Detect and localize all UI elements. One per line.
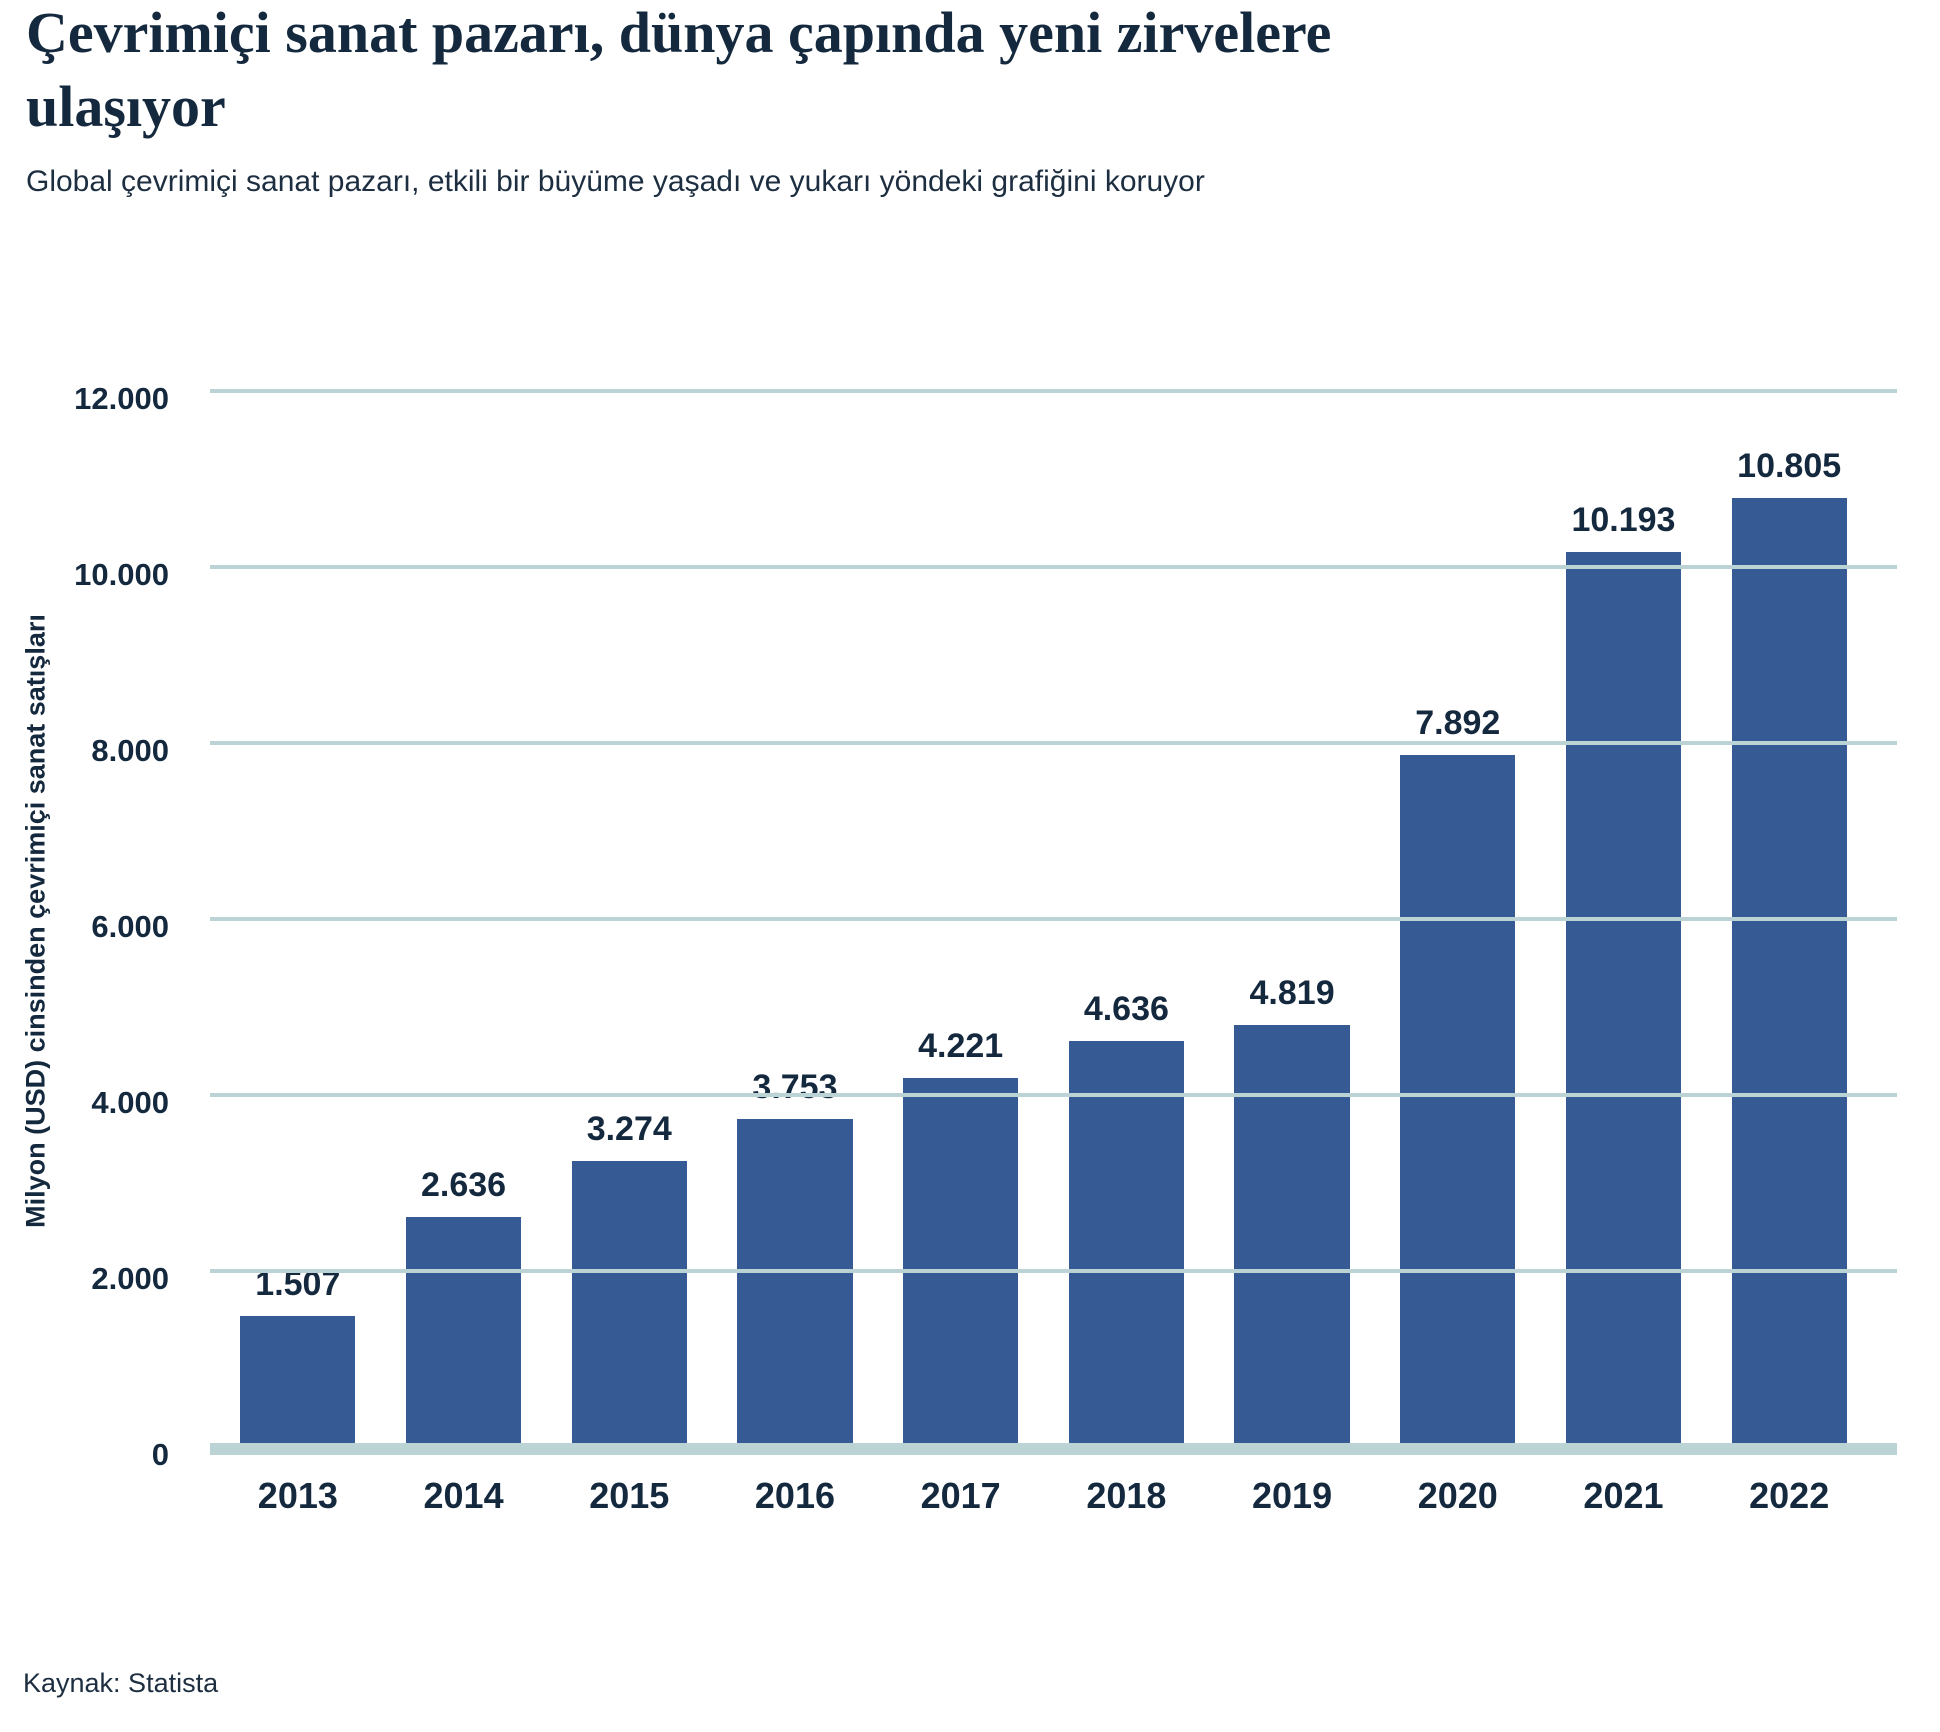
bar-slot-2018: 4.636 2018 bbox=[1044, 393, 1210, 1516]
y-tick-8.000: 8.000 bbox=[91, 733, 169, 768]
x-tick-2017: 2017 bbox=[920, 1475, 1001, 1516]
y-axis-tick-labels: 0 2.000 4.000 6.000 8.000 10.000 12.000 bbox=[0, 381, 169, 1472]
bars-group: 1.507 2013 2.636 2014 3.274 2015 3.753 2016 4.22… bbox=[215, 393, 1872, 1516]
bar-value-label-2022: 10.805 bbox=[1737, 447, 1842, 485]
bar-slot-2013: 1.507 2013 bbox=[215, 393, 381, 1516]
y-tick-10.000: 10.000 bbox=[74, 557, 169, 592]
bar-value-label-2021: 10.193 bbox=[1571, 501, 1676, 539]
plot-area: 1.507 2013 2.636 2014 3.274 2015 3.753 2016 4.22… bbox=[210, 389, 1897, 1516]
bar-2019: 4.819 bbox=[1234, 974, 1350, 1443]
y-tick-2.000: 2.000 bbox=[91, 1261, 169, 1296]
bar-slot-2017: 4.221 2017 bbox=[878, 393, 1044, 1516]
x-axis-baseline bbox=[210, 1443, 1897, 1455]
bar-2015: 3.274 bbox=[571, 1110, 687, 1443]
gridline-12.000 bbox=[210, 389, 1897, 393]
gridline-10.000 bbox=[210, 565, 1897, 569]
gridline-2.000 bbox=[210, 1269, 1897, 1273]
page-subtitle: Global çevrimiçi sanat pazarı, etkili bi… bbox=[26, 165, 1205, 198]
bar-value-label-2020: 7.892 bbox=[1415, 704, 1501, 742]
bar-value-label-2017: 4.221 bbox=[918, 1027, 1004, 1065]
bar-value-label-2018: 4.636 bbox=[1083, 990, 1169, 1028]
page-title: Çevrimiçi sanat pazarı, dünya çapında ye… bbox=[26, 0, 1332, 139]
x-tick-2022: 2022 bbox=[1749, 1475, 1830, 1516]
x-tick-2020: 2020 bbox=[1417, 1475, 1498, 1516]
bar-slot-2014: 2.636 2014 bbox=[381, 393, 547, 1516]
bar-2016: 3.753 bbox=[737, 1068, 853, 1443]
x-tick-2013: 2013 bbox=[257, 1475, 338, 1516]
y-tick-6.000: 6.000 bbox=[91, 909, 169, 944]
bar-value-label-2019: 4.819 bbox=[1249, 974, 1335, 1012]
bar-slot-2021: 10.193 2021 bbox=[1541, 393, 1707, 1516]
gridline-4.000 bbox=[210, 1093, 1897, 1097]
bar-2020: 7.892 bbox=[1400, 704, 1516, 1443]
bar-2021: 10.193 bbox=[1565, 501, 1682, 1443]
bar-value-label-2014: 2.636 bbox=[421, 1166, 507, 1204]
bar-2013: 1.507 bbox=[240, 1265, 356, 1443]
bar-value-label-2015: 3.274 bbox=[586, 1110, 672, 1148]
x-tick-2019: 2019 bbox=[1252, 1475, 1333, 1516]
bar-2017: 4.221 bbox=[903, 1027, 1019, 1443]
gridline-8.000 bbox=[210, 741, 1897, 745]
y-tick-12.000: 12.000 bbox=[74, 381, 169, 416]
source-note: Kaynak: Statista bbox=[23, 1668, 219, 1698]
x-tick-2014: 2014 bbox=[423, 1475, 504, 1516]
x-tick-2018: 2018 bbox=[1086, 1475, 1167, 1516]
x-tick-2015: 2015 bbox=[589, 1475, 670, 1516]
bar-slot-2015: 3.274 2015 bbox=[546, 393, 712, 1516]
bar-value-label-2016: 3.753 bbox=[752, 1068, 838, 1106]
y-tick-4.000: 4.000 bbox=[91, 1085, 169, 1120]
bar-2022: 10.805 bbox=[1731, 447, 1847, 1443]
y-tick-0: 0 bbox=[151, 1437, 169, 1472]
bar-slot-2022: 10.805 2022 bbox=[1706, 393, 1872, 1516]
x-tick-2016: 2016 bbox=[754, 1475, 835, 1516]
gridline-6.000 bbox=[210, 917, 1897, 921]
bar-2014: 2.636 bbox=[405, 1166, 522, 1443]
x-tick-2021: 2021 bbox=[1583, 1475, 1664, 1516]
bar-slot-2016: 3.753 2016 bbox=[712, 393, 878, 1516]
bar-slot-2020: 7.892 2020 bbox=[1375, 393, 1541, 1516]
bar-2018: 4.636 bbox=[1068, 990, 1184, 1443]
